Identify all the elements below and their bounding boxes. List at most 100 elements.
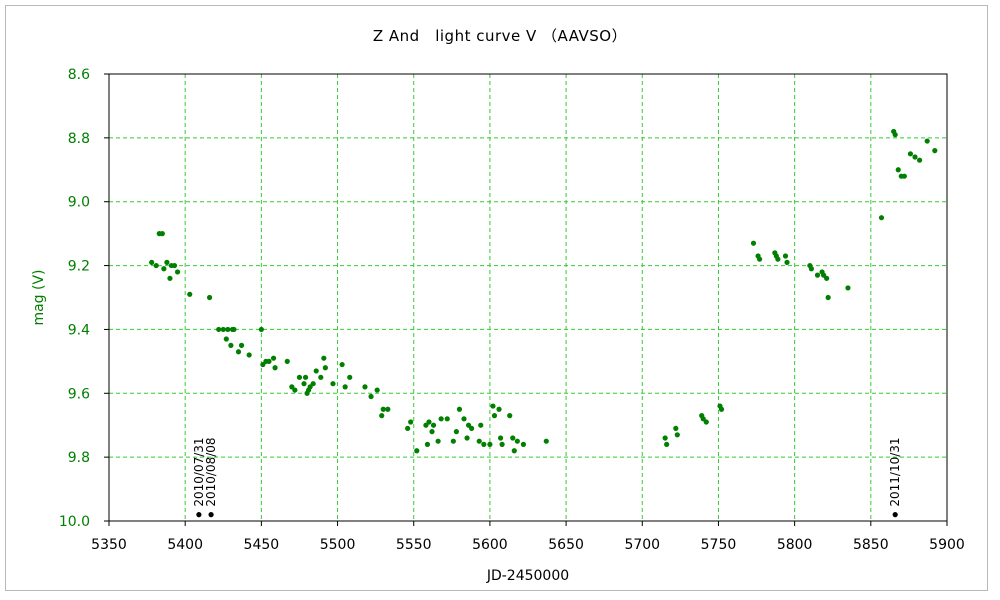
x-tick-label: 5700	[624, 537, 660, 553]
y-tick-label: 8.6	[68, 67, 90, 83]
data-point	[174, 269, 181, 275]
data-point	[784, 259, 790, 265]
data-point	[228, 342, 234, 348]
x-tick-label: 5600	[472, 537, 508, 553]
data-point	[292, 387, 298, 393]
data-point	[444, 416, 450, 422]
x-tick-label: 5650	[548, 537, 584, 553]
y-tick-label: 10.0	[59, 514, 90, 530]
data-point	[514, 438, 520, 444]
date-marker-label: 2010/07/31	[192, 437, 206, 506]
date-marker-label: 2011/10/31	[888, 437, 902, 506]
x-axis-label: JD-2450000	[486, 568, 569, 584]
data-point	[924, 138, 930, 144]
data-point	[673, 425, 679, 432]
data-point	[405, 425, 411, 432]
y-tick-label: 9.0	[68, 195, 90, 211]
date-marker-label: 2010/08/08	[204, 437, 218, 506]
data-point	[507, 413, 513, 419]
data-point	[424, 441, 431, 447]
data-point	[347, 374, 353, 380]
x-tick-label: 5450	[244, 537, 280, 553]
data-point	[491, 413, 498, 419]
data-point	[301, 381, 307, 387]
data-point	[438, 416, 444, 422]
data-point	[487, 441, 493, 447]
data-point	[302, 374, 309, 380]
data-point	[932, 148, 938, 154]
data-point	[238, 342, 245, 348]
data-point	[429, 429, 435, 435]
data-point	[674, 432, 680, 438]
data-point	[490, 403, 496, 409]
data-point	[310, 381, 316, 387]
data-point	[476, 438, 482, 444]
data-point	[223, 336, 229, 342]
y-axis: 8.6 8.8 9.0 9.2 9.4 9.6 9.8 10.0	[59, 67, 109, 530]
data-point	[225, 326, 231, 333]
data-point	[543, 438, 549, 444]
data-point	[220, 326, 226, 333]
data-point	[187, 291, 193, 297]
data-point	[520, 441, 527, 447]
data-point	[481, 441, 487, 447]
data-point	[426, 419, 432, 425]
data-point	[907, 151, 914, 157]
data-point	[313, 368, 319, 374]
data-point	[206, 294, 213, 301]
data-point	[161, 266, 167, 272]
data-point	[408, 419, 414, 425]
plot-area	[108, 73, 948, 522]
data-point	[171, 262, 178, 269]
data-point	[478, 422, 484, 428]
data-point	[266, 358, 272, 364]
data-point	[892, 132, 898, 138]
data-point	[339, 361, 345, 368]
data-point	[216, 326, 222, 333]
data-point	[322, 365, 328, 371]
data-point	[878, 215, 885, 221]
y-tick-label: 9.8	[68, 450, 90, 466]
data-point	[362, 384, 368, 390]
data-point	[456, 406, 463, 412]
date-marker-point	[208, 512, 214, 518]
data-point	[782, 253, 789, 259]
data-point	[461, 416, 467, 422]
data-point	[380, 406, 386, 412]
data-point	[718, 406, 725, 412]
data-point	[435, 438, 441, 444]
data-point	[231, 326, 237, 333]
data-point	[497, 435, 504, 441]
data-point	[330, 381, 336, 387]
chart-frame	[5, 5, 988, 591]
data-point	[414, 448, 420, 454]
data-point	[453, 429, 459, 435]
x-tick-label: 5750	[701, 537, 737, 553]
data-point	[750, 240, 757, 246]
data-point	[159, 231, 165, 237]
data-point	[379, 413, 385, 419]
data-point	[499, 441, 505, 447]
x-tick-label: 5500	[320, 537, 356, 553]
data-point	[901, 173, 907, 179]
data-point	[756, 256, 763, 262]
data-point	[149, 259, 155, 265]
data-point	[895, 167, 901, 173]
data-point	[272, 365, 278, 371]
y-tick-label: 9.6	[68, 386, 90, 402]
data-point	[450, 438, 456, 444]
data-point	[258, 326, 264, 333]
data-point	[385, 406, 391, 412]
data-point	[664, 441, 670, 447]
data-point	[284, 358, 290, 364]
data-point	[246, 352, 252, 358]
x-tick-label: 5400	[167, 537, 203, 553]
data-point	[342, 384, 348, 390]
data-point	[374, 387, 380, 393]
data-point	[167, 275, 173, 281]
data-point	[824, 275, 830, 281]
data-point	[912, 154, 918, 160]
data-point	[814, 272, 821, 278]
data-point	[153, 262, 159, 269]
